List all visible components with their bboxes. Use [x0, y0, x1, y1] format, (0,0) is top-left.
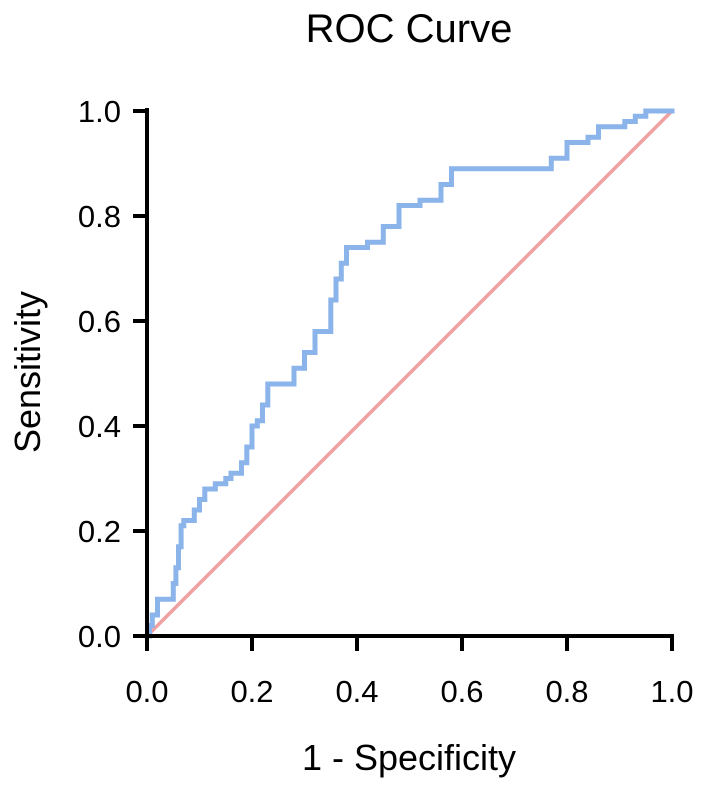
x-axis-label: 1 - Specificity: [302, 737, 516, 778]
roc-curve-line: [144, 108, 675, 639]
y-tick-label: 0.0: [78, 619, 121, 654]
x-tick-label: 0.4: [335, 674, 378, 709]
y-tick-label: 0.4: [78, 409, 121, 444]
y-tick-label: 0.8: [78, 199, 121, 234]
x-tick-label: 0.6: [440, 674, 483, 709]
y-tick-label: 0.2: [78, 514, 121, 549]
y-tick-label: 1.0: [78, 94, 121, 129]
y-axis-label: Sensitivity: [7, 291, 48, 453]
chart-title: ROC Curve: [306, 7, 513, 51]
reference-diagonal-line: [144, 108, 675, 639]
plot-area: [144, 108, 675, 639]
x-tick-label: 0.2: [230, 674, 273, 709]
y-tick-label: 0.6: [78, 304, 121, 339]
x-tick-label: 1.0: [650, 674, 693, 709]
axes: [145, 108, 674, 638]
x-tick-label: 0.8: [545, 674, 588, 709]
x-tick-label: 0.0: [125, 674, 168, 709]
ticks: 0.0 0.2 0.4 0.6 0.8 1.0 0.0 0.2 0.4 0.6 0.8 1.0: [78, 94, 694, 709]
